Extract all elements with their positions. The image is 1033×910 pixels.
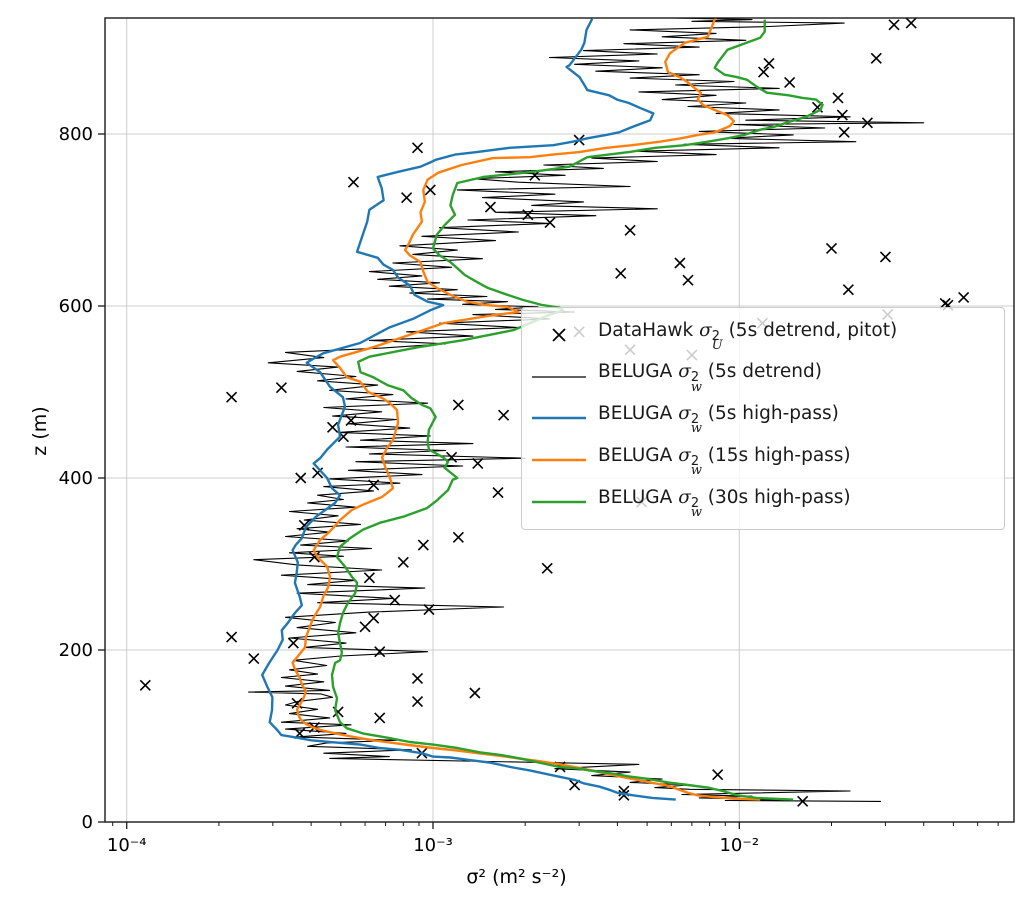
scatter-x-marker — [326, 421, 339, 433]
scatter-x-marker — [374, 646, 386, 658]
profile-line — [330, 19, 824, 801]
legend-line-sample — [532, 376, 586, 378]
profile-line — [261, 18, 676, 801]
scatter-x-marker — [682, 274, 694, 286]
scatter-x-marker — [287, 637, 299, 649]
scatter-x-marker — [295, 472, 307, 484]
y-tick-label: 200 — [59, 640, 93, 661]
scatter-x-marker — [411, 696, 424, 708]
scatter-x-marker — [226, 631, 238, 643]
scatter-x-marker — [624, 224, 636, 236]
scatter-x-marker — [401, 192, 413, 204]
scatter-x-marker — [347, 176, 360, 188]
y-tick-label: 800 — [59, 124, 93, 145]
y-tick-label: 400 — [59, 468, 93, 489]
scatter-x-marker — [226, 391, 238, 403]
scatter-x-marker — [139, 679, 151, 691]
scatter-x-marker — [368, 612, 380, 624]
scatter-x-marker — [312, 467, 324, 479]
scatter-x-marker — [784, 76, 796, 88]
scatter-x-marker — [842, 284, 854, 296]
scatter-x-marker — [248, 653, 260, 665]
scatter-x-marker — [712, 769, 724, 781]
scatter-x-marker — [905, 18, 917, 29]
legend-x-marker — [552, 328, 566, 342]
scatter-x-marker — [424, 184, 436, 196]
scatter-x-marker — [544, 217, 556, 229]
scatter-x-marker — [618, 789, 630, 801]
profile-line — [291, 18, 761, 801]
scatter-x-marker — [674, 257, 686, 269]
scatter-x-marker — [363, 572, 375, 584]
scatter-x-marker — [492, 487, 504, 499]
scatter-x-marker — [541, 562, 553, 574]
y-axis-label: z (m) — [29, 406, 51, 456]
scatter-x-marker — [763, 57, 775, 70]
scatter-x-marker — [389, 594, 401, 606]
legend-line-sample — [532, 459, 586, 462]
scatter-x-marker — [757, 66, 770, 78]
x-tick-label: 10⁻³ — [413, 835, 453, 856]
scatter-x-marker — [469, 687, 481, 699]
legend-line-sample — [532, 417, 586, 420]
x-axis-label: σ² (m² s⁻²) — [466, 866, 567, 888]
scatter-x-marker — [879, 251, 892, 263]
x-tick-label: 10⁻⁴ — [107, 835, 147, 856]
scatter-x-marker — [374, 712, 386, 724]
scatter-x-marker — [870, 52, 882, 64]
scatter-x-marker — [832, 92, 844, 104]
scatter-x-marker — [397, 556, 409, 568]
scatter-x-marker — [359, 621, 371, 633]
scatter-x-marker — [484, 201, 497, 213]
scatter-x-marker — [838, 126, 850, 138]
scatter-x-marker — [836, 109, 848, 121]
scatter-x-marker — [888, 19, 900, 31]
x-tick-label: 10⁻² — [719, 835, 759, 856]
scatter-x-marker — [417, 539, 429, 551]
y-tick-label: 0 — [82, 812, 93, 833]
scatter-x-marker — [615, 267, 627, 279]
y-tick-label: 600 — [59, 296, 93, 317]
scatter-x-marker — [411, 142, 424, 154]
legend-line-sample — [532, 500, 586, 504]
scatter-x-marker — [275, 382, 287, 394]
scatter-x-marker — [498, 409, 510, 421]
scatter-x-marker — [452, 399, 464, 411]
scatter-x-marker — [411, 672, 424, 684]
scatter-x-marker — [958, 291, 970, 303]
scatter-x-marker — [472, 457, 484, 469]
scatter-x-marker — [825, 242, 838, 254]
scatter-x-marker — [452, 531, 464, 543]
